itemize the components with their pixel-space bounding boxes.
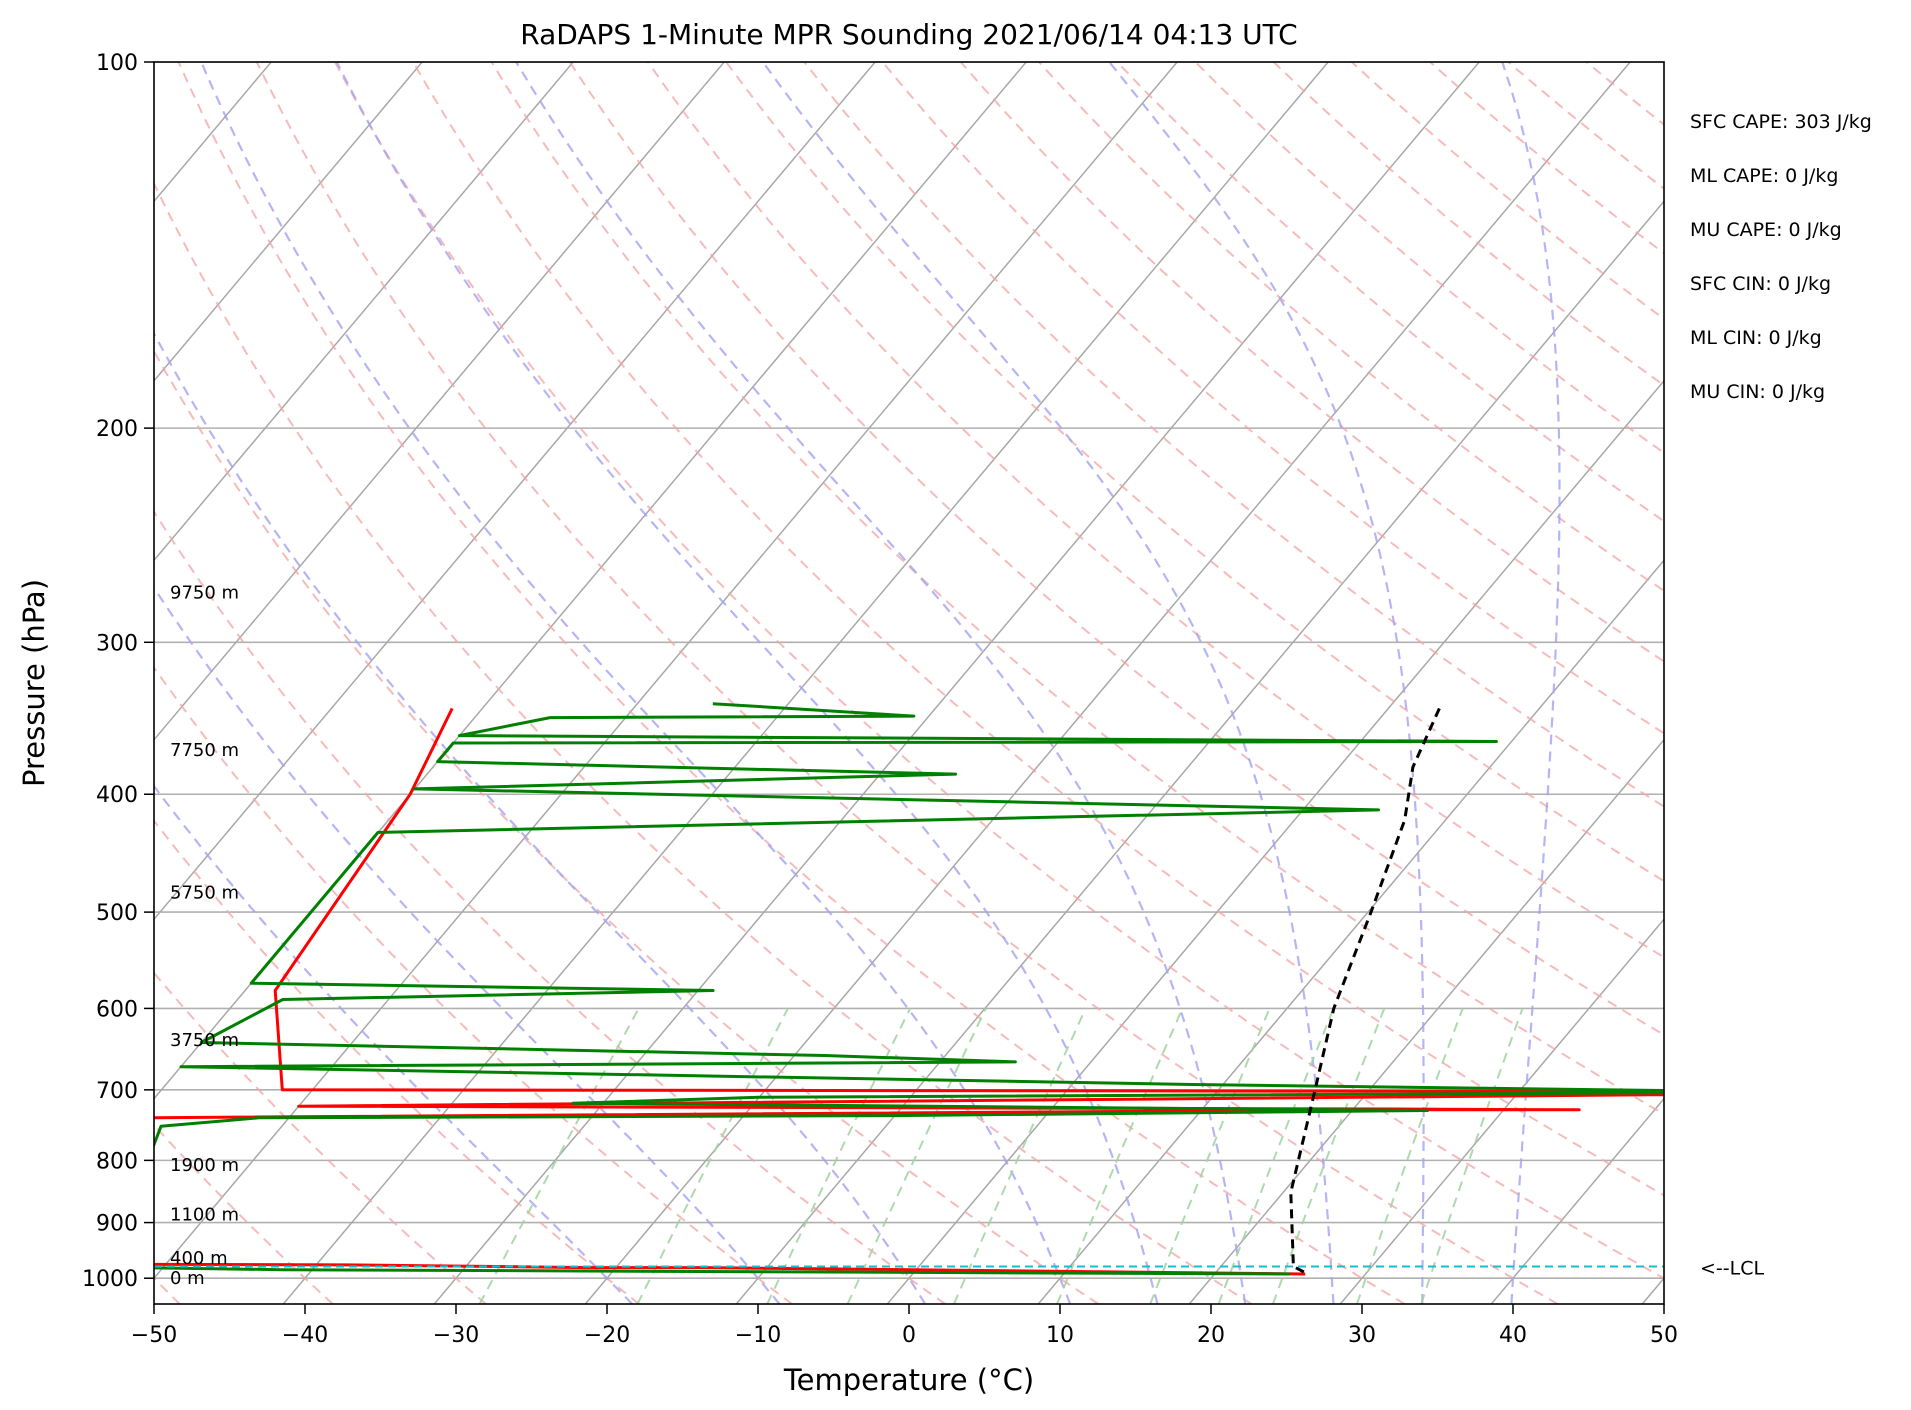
chart-title: RaDAPS 1-Minute MPR Sounding 2021/06/14 … [520, 18, 1297, 51]
y-tick-label: 900 [96, 1212, 138, 1237]
index-label: MU CIN: 0 J/kg [1690, 381, 1825, 403]
x-tick-label: −20 [584, 1323, 630, 1348]
height-label: 0 m [170, 1268, 205, 1289]
x-tick-label: 20 [1197, 1323, 1225, 1348]
y-tick-label: 600 [96, 997, 138, 1022]
index-label: ML CIN: 0 J/kg [1690, 327, 1822, 349]
x-tick-label: −10 [735, 1323, 781, 1348]
x-tick-label: −50 [131, 1323, 177, 1348]
height-label: 7750 m [170, 740, 239, 761]
index-label: SFC CIN: 0 J/kg [1690, 273, 1831, 295]
y-tick-label: 300 [96, 631, 138, 656]
y-tick-label: 100 [96, 51, 138, 76]
x-tick-label: 30 [1348, 1323, 1376, 1348]
x-tick-label: 40 [1499, 1323, 1527, 1348]
height-label: 400 m [170, 1248, 228, 1269]
index-label: SFC CAPE: 303 J/kg [1690, 111, 1872, 133]
x-tick-label: −40 [282, 1323, 328, 1348]
index-label: ML CAPE: 0 J/kg [1690, 165, 1838, 187]
x-tick-label: −30 [433, 1323, 479, 1348]
y-tick-label: 700 [96, 1079, 138, 1104]
y-tick-label: 200 [96, 417, 138, 442]
y-tick-label: 1000 [82, 1267, 138, 1292]
y-tick-label: 500 [96, 901, 138, 926]
x-axis-label: Temperature (°C) [783, 1363, 1034, 1397]
height-label: 1900 m [170, 1155, 239, 1176]
x-tick-label: 10 [1046, 1323, 1074, 1348]
lcl-label: <--LCL [1700, 1257, 1764, 1279]
height-label: 1100 m [170, 1204, 239, 1225]
x-tick-label: 0 [902, 1323, 916, 1348]
height-label: 9750 m [170, 582, 239, 603]
x-tick-label: 50 [1650, 1323, 1678, 1348]
height-label: 5750 m [170, 883, 239, 904]
y-tick-label: 800 [96, 1149, 138, 1174]
y-tick-label: 400 [96, 783, 138, 808]
index-label: MU CAPE: 0 J/kg [1690, 219, 1842, 241]
height-label: 3750 m [170, 1030, 239, 1051]
y-axis-label: Pressure (hPa) [17, 579, 51, 787]
